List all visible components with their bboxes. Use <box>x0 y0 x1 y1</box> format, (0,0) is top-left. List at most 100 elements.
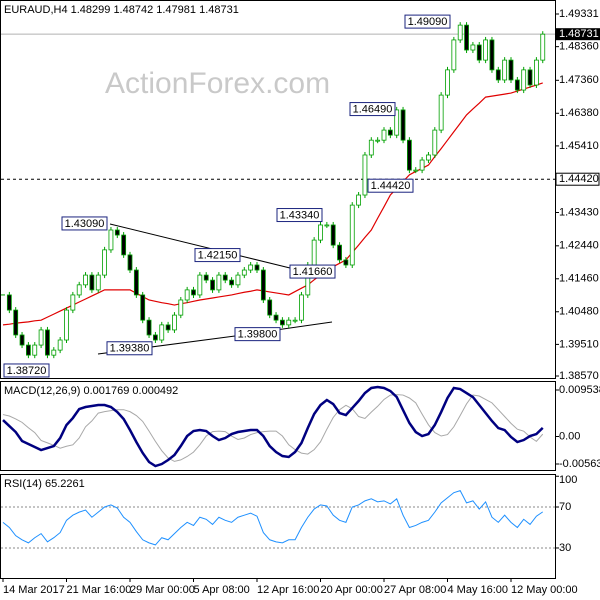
candle <box>140 294 146 321</box>
annotation-label: 1.43090 <box>65 218 105 230</box>
candle <box>470 44 476 51</box>
x-tick-label: 5 Apr 08:00 <box>194 584 250 596</box>
annotation-label: 1.39380 <box>110 343 150 355</box>
candle <box>534 59 539 86</box>
candle <box>495 69 501 81</box>
candle <box>102 249 107 276</box>
candle <box>286 319 292 326</box>
y-tick-label: 1.38570 <box>559 370 599 382</box>
candle <box>273 314 279 321</box>
candle <box>311 239 317 266</box>
annotation-box <box>3 363 50 378</box>
y-tick-label: 1.49331 <box>559 8 599 20</box>
y-tick-label: 1.45410 <box>559 140 599 152</box>
x-tick-label: 21 Mar 16:00 <box>67 584 132 596</box>
annotation-label: 1.46490 <box>353 103 393 115</box>
candle <box>527 69 533 86</box>
candle <box>426 154 431 161</box>
candle <box>445 69 450 96</box>
candle <box>419 159 425 171</box>
x-tick-label: 4 May 16:00 <box>448 584 509 596</box>
last-price-box <box>556 28 600 41</box>
candle <box>330 224 336 246</box>
panel-frame <box>0 381 556 471</box>
annotation-box <box>234 327 281 342</box>
y-tick-label: 1.48360 <box>559 41 599 53</box>
candle <box>299 294 304 321</box>
candle <box>508 59 514 81</box>
series-line <box>2 394 544 462</box>
candle <box>222 274 228 281</box>
annotation-label: 1.39800 <box>238 329 278 341</box>
annotation-label: 1.43340 <box>280 209 320 221</box>
candle <box>362 154 368 196</box>
watermark: ActionForex.com <box>105 67 330 100</box>
candle <box>32 344 38 356</box>
candle <box>121 234 127 256</box>
candle <box>114 229 120 236</box>
annotation-box <box>106 341 153 356</box>
x-tick-label: 12 Apr 16:00 <box>257 584 319 596</box>
candle <box>203 274 209 281</box>
candle <box>260 269 266 301</box>
panel-frame <box>0 474 556 579</box>
indicator-title: MACD(12,26,9) 0.001769 0.000492 <box>4 385 178 397</box>
candle <box>406 139 412 171</box>
annotation-box <box>194 248 241 263</box>
indicator-title: RSI(14) 65.2261 <box>4 478 85 490</box>
candle <box>368 139 374 156</box>
candle <box>210 279 215 291</box>
candle <box>318 224 323 241</box>
candle <box>229 279 235 286</box>
x-tick-label: 12 May 00:00 <box>511 584 578 596</box>
candle <box>254 264 260 271</box>
last-price-label: 1.48731 <box>559 28 599 40</box>
annotation-box <box>61 216 108 231</box>
candle <box>51 349 57 356</box>
trend-line <box>109 223 291 269</box>
candle <box>476 44 482 61</box>
candle <box>267 299 273 316</box>
plot-layer <box>1 22 555 549</box>
candle <box>108 229 114 251</box>
candle <box>95 274 101 291</box>
series-line <box>2 489 544 546</box>
y-tick-label: 70 <box>559 501 571 513</box>
candle <box>76 284 82 296</box>
candle <box>70 294 76 311</box>
y-tick-label: 1.46380 <box>559 107 599 119</box>
y-tick-label: 30 <box>559 542 571 554</box>
candle <box>57 339 63 351</box>
candle <box>375 139 381 142</box>
candle <box>349 204 355 266</box>
y-tick-label: 0.00 <box>559 430 580 442</box>
y-tick-label: 1.47360 <box>559 74 599 86</box>
candle <box>432 129 438 156</box>
candle <box>146 319 152 336</box>
candle <box>241 269 247 276</box>
candle <box>540 33 546 61</box>
candle <box>381 129 387 141</box>
annotation-box <box>367 178 414 193</box>
candle <box>292 319 298 322</box>
annotation-box <box>289 264 336 279</box>
candle <box>25 344 31 356</box>
annotation-box <box>276 208 323 223</box>
candle <box>133 269 139 296</box>
series-line <box>2 385 544 468</box>
candle <box>89 274 95 291</box>
candle <box>400 109 406 141</box>
candle <box>13 309 19 336</box>
x-tick-label: 14 Mar 2017 <box>3 584 65 596</box>
x-tick-label: 27 Apr 08:00 <box>384 584 446 596</box>
y-tick-label: 1.43430 <box>559 206 599 218</box>
candle <box>387 129 393 136</box>
candle <box>457 24 463 41</box>
y-tick-label: 100 <box>559 474 577 486</box>
candle <box>152 334 158 341</box>
candle <box>451 39 457 71</box>
candle <box>502 59 508 81</box>
candle <box>197 274 203 296</box>
candle <box>464 24 469 51</box>
